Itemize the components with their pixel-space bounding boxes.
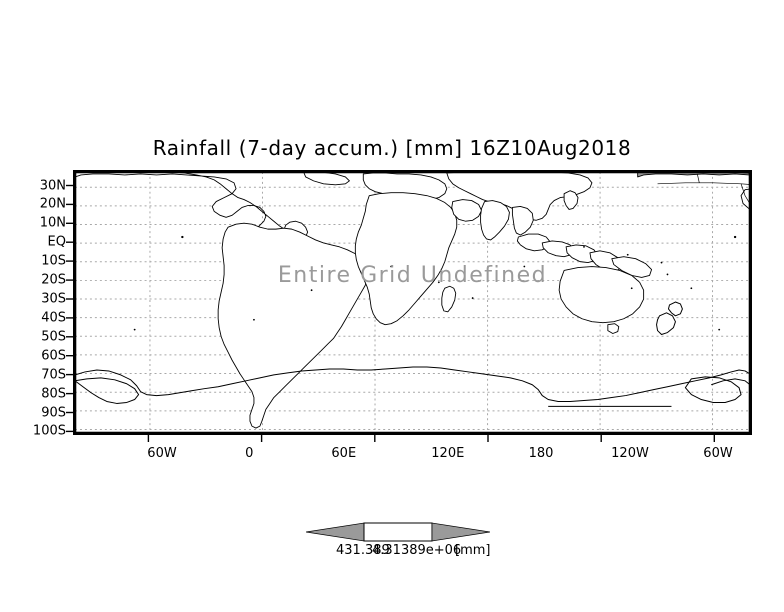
colorbar-left-arrow (306, 522, 365, 542)
xtick-60E: 60E (331, 446, 357, 461)
ytick-90S: 90S (41, 405, 66, 420)
indonesia-outline (516, 233, 653, 278)
page-title: Rainfall (7-day accum.) [mm] 16Z10Aug201… (152, 136, 632, 160)
xtick-120W: 120W (611, 446, 649, 461)
colorbar-swatch-undefined (363, 522, 433, 542)
ytick-30S: 30S (41, 291, 66, 307)
colorbar-labels: 431.389 4.31389e+06 [mm] (0, 543, 784, 561)
xtick-120E: 120E (431, 446, 465, 461)
y-tick-marks (66, 184, 73, 433)
ytick-20S: 20S (41, 272, 66, 288)
xtick-180: 180 (528, 446, 554, 461)
colorbar-max-label: 4.31389e+06 (372, 543, 462, 558)
colorbar-units-label: [mm] (455, 543, 491, 558)
ytick-EQ: EQ (47, 234, 66, 250)
map-plot-area[interactable] (73, 170, 752, 435)
colorbar-min-label: 431.389 (336, 543, 390, 558)
new-zealand-outline (656, 301, 683, 336)
ytick-20N: 20N (39, 196, 66, 212)
xtick-0: 0 (245, 446, 254, 461)
ytick-60S: 60S (41, 348, 66, 364)
greenland-outline (303, 172, 351, 186)
ytick-50S: 50S (41, 329, 66, 345)
south-america-west-copy (217, 222, 368, 429)
antarctica-east-copy (711, 378, 750, 386)
antarctica-coastline (75, 366, 750, 407)
ytick-10N: 10N (39, 215, 66, 231)
ytick-10S: 10S (41, 253, 66, 269)
map-frame-border (75, 172, 750, 433)
australia-outline (558, 266, 645, 334)
colorbar[interactable] (306, 521, 490, 543)
ytick-80S: 80S (41, 386, 66, 402)
ytick-30N: 30N (39, 178, 66, 193)
ytick-100S: 100S (32, 423, 66, 439)
xtick-60W-right: 60W (703, 446, 733, 461)
europe-africa-outline (354, 172, 483, 326)
world-map-svg (75, 172, 750, 433)
ytick-40S: 40S (41, 310, 66, 326)
x-tick-marks (147, 435, 715, 442)
colorbar-right-arrow (431, 522, 490, 542)
xtick-60W-left: 60W (147, 446, 177, 461)
scattered-islands (133, 235, 737, 331)
asia-outline (446, 172, 593, 241)
ytick-70S: 70S (41, 367, 66, 383)
